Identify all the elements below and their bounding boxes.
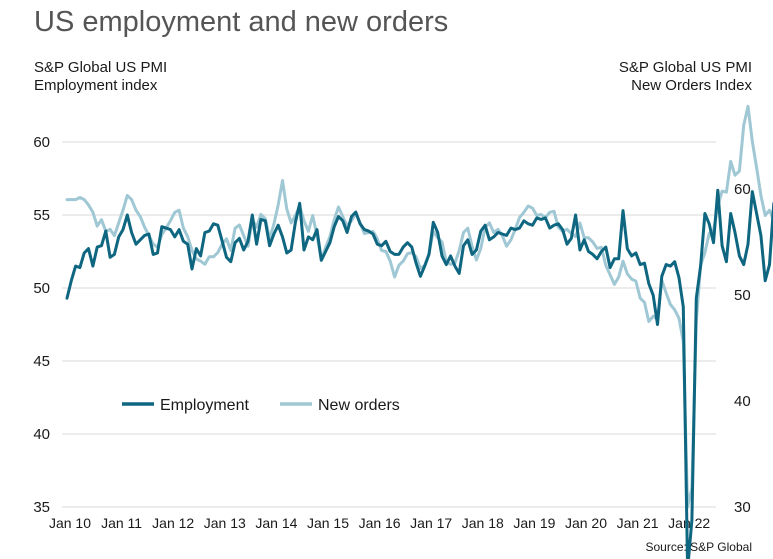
legend-employment-label: Employment <box>160 397 249 414</box>
x-tick-label: Jan 20 <box>565 515 607 531</box>
legend: Employment New orders <box>122 397 400 414</box>
left-axis-title-line-2: Employment index <box>34 77 158 94</box>
left-tick-60: 60 <box>33 134 50 151</box>
x-tick-label: Jan 12 <box>152 515 194 531</box>
x-tick-label: Jan 19 <box>513 515 555 531</box>
right-tick-40: 40 <box>734 393 751 410</box>
x-tick-label: Jan 11 <box>101 515 142 531</box>
left-tick-55: 55 <box>33 207 50 224</box>
right-axis-title-line-1: S&P Global US PMI <box>618 59 752 76</box>
x-tick-label: Jan 22 <box>668 515 710 531</box>
right-axis-title-line-2: New Orders Index <box>631 77 752 94</box>
x-tick-label: Jan 21 <box>617 515 659 531</box>
source-note: Source: S&P Global <box>645 540 752 554</box>
right-axis-title: S&P Global US PMI New Orders Index <box>619 59 752 95</box>
series-lines <box>65 104 773 559</box>
x-tick-label: Jan 15 <box>307 515 349 531</box>
left-tick-45: 45 <box>33 353 50 370</box>
x-tick-label: Jan 14 <box>255 515 297 531</box>
x-axis-ticks: Jan 10 Jan 11 Jan 12 Jan 13 Jan 14 Jan 15 Jan … <box>49 515 710 531</box>
left-tick-35: 35 <box>33 499 50 516</box>
left-axis-title: S&P Global US PMI Employment index <box>34 59 167 95</box>
left-axis-ticks: 35 40 45 50 55 60 <box>33 134 50 516</box>
right-tick-30: 30 <box>734 499 751 516</box>
left-tick-50: 50 <box>33 280 50 297</box>
grid-lines <box>62 141 716 508</box>
x-tick-label: Jan 13 <box>204 515 246 531</box>
right-axis-ticks: 30 40 50 60 <box>734 181 751 516</box>
new-orders-line <box>65 104 773 509</box>
legend-new-orders-label: New orders <box>318 397 400 414</box>
chart-title: US employment and new orders <box>34 6 449 38</box>
left-tick-40: 40 <box>33 426 50 443</box>
x-tick-label: Jan 16 <box>359 515 401 531</box>
x-tick-label: Jan 18 <box>462 515 504 531</box>
x-tick-label: Jan 10 <box>49 515 91 531</box>
left-axis-title-line-1: S&P Global US PMI <box>34 59 168 76</box>
employment-line <box>65 188 773 559</box>
x-tick-label: Jan 17 <box>410 515 452 531</box>
right-tick-60: 60 <box>734 181 751 198</box>
right-tick-50: 50 <box>734 287 751 304</box>
